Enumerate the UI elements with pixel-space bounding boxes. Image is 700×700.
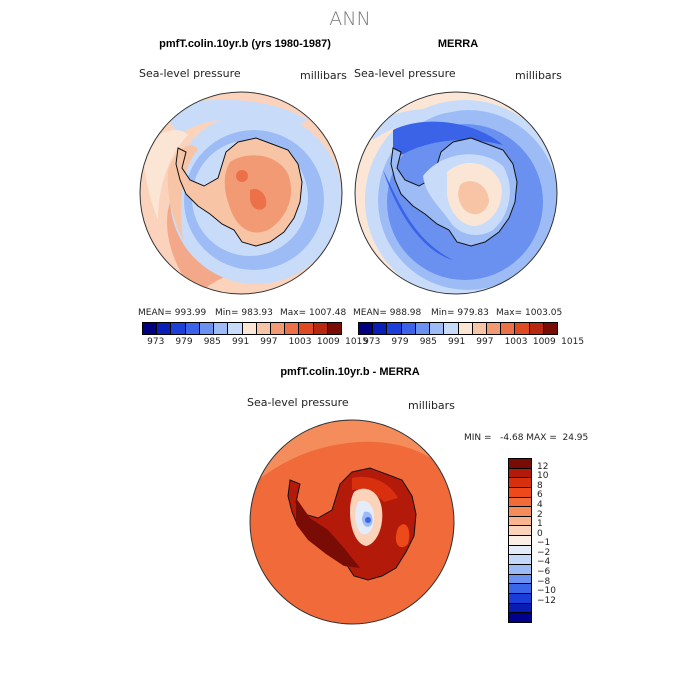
left-max: Max= 1007.48 <box>280 308 347 318</box>
right-units-label: millibars <box>515 69 562 82</box>
colorbar-tick-label: 991 <box>448 337 466 347</box>
colorbar-tick-label: −4 <box>537 557 551 568</box>
colorbar-swatch <box>509 536 531 546</box>
colorbar-tick-label: −10 <box>537 586 556 597</box>
colorbar-swatch <box>327 323 342 334</box>
colorbar-swatch <box>373 323 388 334</box>
colorbar-tick-label: 1009 <box>316 337 340 347</box>
right-colorbar <box>358 322 558 335</box>
colorbar-swatch <box>529 323 544 334</box>
colorbar-tick-label: 979 <box>391 337 409 347</box>
colorbar-tick-label: −12 <box>537 595 556 606</box>
colorbar-tick-label: 1 <box>537 519 543 530</box>
colorbar-swatch <box>214 323 229 334</box>
left-polar-map <box>139 91 343 295</box>
colorbar-swatch <box>299 323 314 334</box>
colorbar-tick-label: 973 <box>363 337 381 347</box>
colorbar-swatch <box>313 323 328 334</box>
right-max: Max= 1003.05 <box>496 308 563 318</box>
diff-colorbar <box>508 458 532 623</box>
colorbar-tick-label: 0 <box>537 528 543 539</box>
colorbar-swatch <box>509 497 531 508</box>
colorbar-swatch <box>501 323 516 334</box>
colorbar-swatch <box>185 323 200 334</box>
diff-polar-map <box>249 419 455 625</box>
colorbar-swatch <box>285 323 300 334</box>
colorbar-swatch <box>270 323 286 334</box>
colorbar-swatch <box>256 323 271 334</box>
colorbar-tick-label: 973 <box>147 337 165 347</box>
right-mean: MEAN= 988.98 <box>353 308 422 318</box>
colorbar-swatch <box>143 323 158 334</box>
colorbar-swatch <box>387 323 402 334</box>
right-panel-title: MERRA <box>437 38 479 50</box>
colorbar-swatch <box>430 323 445 334</box>
colorbar-tick-label: 1003 <box>288 337 312 347</box>
colorbar-tick-label: 985 <box>419 337 437 347</box>
colorbar-swatch <box>509 603 531 614</box>
colorbar-swatch <box>509 584 531 594</box>
colorbar-tick-label: 2 <box>537 509 543 520</box>
colorbar-swatch <box>509 487 531 498</box>
colorbar-swatch <box>157 323 172 334</box>
right-min: Min= 979.83 <box>431 308 489 318</box>
colorbar-swatch <box>509 459 531 469</box>
diff-variable-label: Sea-level pressure <box>247 396 349 409</box>
colorbar-swatch <box>543 323 558 334</box>
colorbar-swatch <box>509 555 531 566</box>
figure-title: ANN <box>329 8 371 30</box>
colorbar-swatch <box>509 593 531 604</box>
left-mean: MEAN= 993.99 <box>138 308 207 318</box>
colorbar-swatch <box>509 565 531 575</box>
colorbar-swatch <box>242 323 257 334</box>
colorbar-swatch <box>509 468 531 479</box>
colorbar-tick-label: 1003 <box>504 337 528 347</box>
right-variable-label: Sea-level pressure <box>354 67 456 80</box>
colorbar-swatch <box>509 478 531 488</box>
colorbar-swatch <box>509 545 531 556</box>
colorbar-tick-label: 4 <box>537 499 543 510</box>
diff-minmax: MIN = -4.68 MAX = 24.95 <box>464 433 589 443</box>
colorbar-tick-label: 6 <box>537 490 543 501</box>
colorbar-tick-label: −6 <box>537 567 551 578</box>
colorbar-swatch <box>199 323 215 334</box>
colorbar-swatch <box>515 323 530 334</box>
colorbar-swatch <box>444 323 459 334</box>
colorbar-tick-label: 985 <box>203 337 221 347</box>
colorbar-swatch <box>509 516 531 527</box>
colorbar-swatch <box>472 323 487 334</box>
colorbar-swatch <box>401 323 416 334</box>
colorbar-tick-label: 1015 <box>561 337 585 347</box>
colorbar-swatch <box>458 323 473 334</box>
colorbar-swatch <box>509 613 531 622</box>
colorbar-tick-label: 1015 <box>345 337 369 347</box>
diff-units-label: millibars <box>408 399 455 412</box>
left-colorbar <box>142 322 342 335</box>
colorbar-swatch <box>509 526 531 537</box>
colorbar-swatch <box>359 323 374 334</box>
colorbar-tick-label: 997 <box>260 337 278 347</box>
colorbar-tick-label: −2 <box>537 547 551 558</box>
left-units-label: millibars <box>300 69 347 82</box>
colorbar-tick-label: 1009 <box>532 337 556 347</box>
colorbar-swatch <box>509 507 531 517</box>
left-panel-title: pmfT.colin.10yr.b (yrs 1980-1987) <box>159 38 331 50</box>
colorbar-tick-label: 979 <box>175 337 193 347</box>
colorbar-tick-label: 8 <box>537 480 543 491</box>
colorbar-swatch <box>509 574 531 585</box>
colorbar-tick-label: −8 <box>537 576 551 587</box>
left-min: Min= 983.93 <box>215 308 273 318</box>
colorbar-tick-label: −1 <box>537 538 551 549</box>
right-polar-map <box>354 91 558 295</box>
colorbar-tick-label: 10 <box>537 471 549 482</box>
colorbar-tick-label: 12 <box>537 461 549 472</box>
diff-panel-title: pmfT.colin.10yr.b - MERRA <box>280 366 420 378</box>
colorbar-swatch <box>415 323 431 334</box>
colorbar-swatch <box>228 323 243 334</box>
colorbar-tick-label: 991 <box>232 337 250 347</box>
left-variable-label: Sea-level pressure <box>139 67 241 80</box>
colorbar-swatch <box>486 323 502 334</box>
colorbar-swatch <box>171 323 186 334</box>
colorbar-tick-label: 997 <box>476 337 494 347</box>
